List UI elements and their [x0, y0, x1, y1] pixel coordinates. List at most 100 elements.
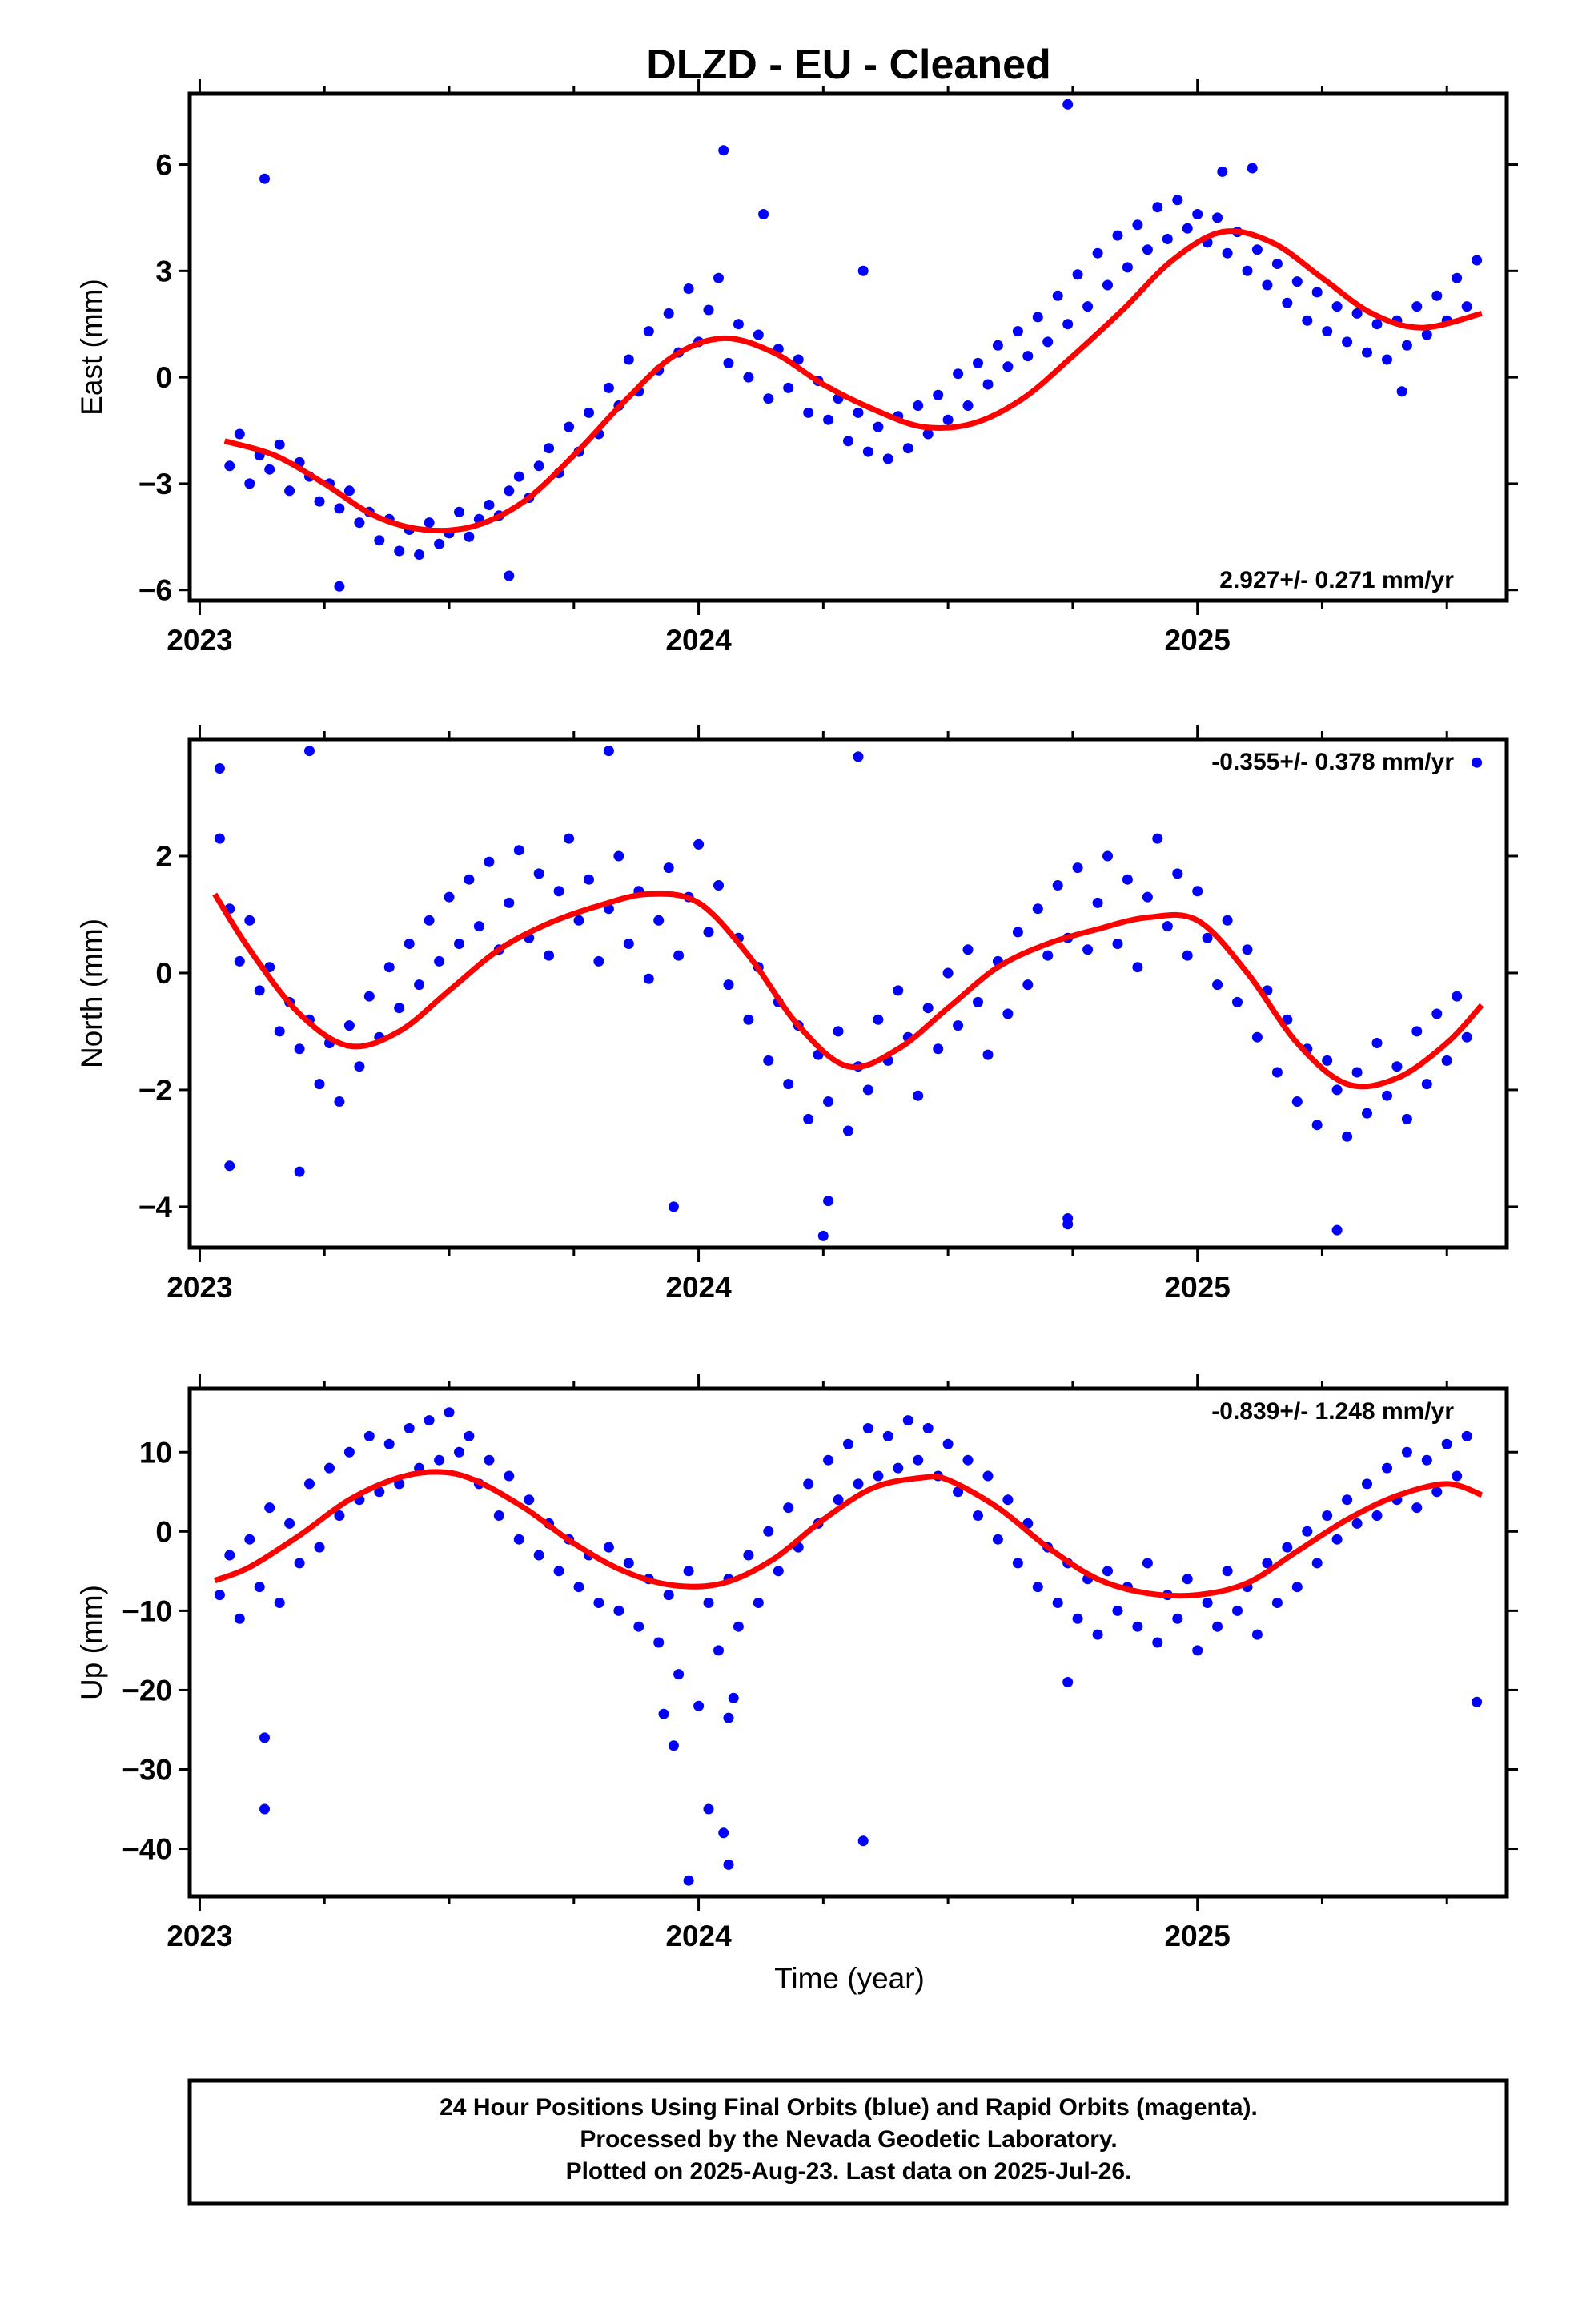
data-point: [1142, 891, 1153, 903]
data-point: [1461, 301, 1472, 312]
data-point: [1247, 163, 1258, 174]
data-point: [953, 1020, 964, 1031]
data-point: [464, 874, 475, 885]
data-point: [833, 1026, 844, 1037]
data-point: [1012, 1558, 1023, 1569]
data-point: [1351, 1518, 1363, 1529]
data-point: [902, 443, 913, 454]
data-point: [464, 531, 475, 542]
data-point: [1002, 1494, 1014, 1506]
data-point: [1032, 903, 1043, 915]
data-point: [1132, 1621, 1143, 1632]
data-point: [374, 535, 385, 546]
data-point: [823, 1196, 834, 1207]
data-point: [668, 1740, 679, 1751]
data-point: [922, 1423, 934, 1433]
data-point: [773, 1566, 784, 1577]
footer-line-2: Processed by the Nevada Geodetic Laborat…: [580, 2126, 1117, 2153]
data-point: [504, 485, 515, 497]
panel-east: −6 −3 0 3 6 2023 2024 2025 East (mm) 2.927+/- 0.2…: [75, 79, 1518, 657]
data-point: [643, 973, 654, 984]
data-point: [1331, 1224, 1343, 1236]
data-point: [793, 354, 804, 365]
data-point: [982, 1470, 994, 1482]
data-point: [1192, 1645, 1203, 1656]
data-point: [1441, 1438, 1452, 1449]
data-point: [1342, 336, 1353, 348]
data-point: [274, 439, 285, 450]
data-point: [713, 1645, 724, 1656]
data-point: [484, 856, 495, 867]
data-point: [913, 1454, 924, 1466]
data-point: [843, 1438, 853, 1449]
data-point: [573, 1582, 584, 1593]
data-point: [1052, 1598, 1063, 1608]
data-point: [1411, 1502, 1423, 1514]
data-point: [1062, 1219, 1074, 1230]
data-point: [1112, 230, 1123, 241]
data-point: [533, 868, 544, 879]
data-point: [1382, 354, 1392, 365]
plot-background: [190, 739, 1507, 1248]
data-point: [683, 1566, 694, 1577]
data-point: [484, 500, 495, 510]
data-point: [513, 845, 524, 856]
y-tick-label: −40: [122, 1833, 172, 1866]
data-point: [823, 414, 834, 425]
data-point: [259, 1732, 270, 1743]
data-point: [374, 1486, 385, 1498]
data-point: [1032, 1582, 1043, 1593]
data-point: [284, 1518, 295, 1529]
data-point: [1022, 979, 1034, 991]
data-point: [454, 1446, 464, 1458]
data-point: [873, 421, 884, 432]
data-point: [244, 1534, 255, 1545]
data-point: [1472, 757, 1483, 768]
data-point: [1262, 1558, 1273, 1569]
data-point: [1212, 212, 1223, 223]
data-point: [284, 485, 295, 497]
data-point: [1212, 979, 1223, 991]
data-point: [1371, 319, 1383, 330]
y-tick-label: −20: [122, 1674, 172, 1707]
data-point: [902, 1415, 913, 1426]
figure-title: DLZD - EU - Cleaned: [646, 42, 1051, 88]
y-tick-label: −10: [122, 1594, 172, 1627]
y-tick-label: 2: [155, 840, 172, 873]
data-point: [1062, 1677, 1074, 1687]
data-point: [1311, 287, 1323, 298]
data-point: [1461, 1430, 1472, 1441]
data-point: [982, 379, 994, 390]
data-point: [224, 1550, 235, 1561]
data-point: [693, 1700, 705, 1711]
y-tick-label: 0: [155, 1515, 172, 1548]
data-point: [1362, 1108, 1372, 1119]
data-point: [1362, 1478, 1372, 1490]
x-tick-label: 2025: [1165, 1271, 1231, 1304]
data-point: [913, 1090, 924, 1101]
rate-annotation: -0.355+/- 0.378 mm/yr: [1211, 749, 1454, 775]
data-point: [1461, 1031, 1472, 1043]
data-point: [973, 996, 983, 1007]
data-point: [1291, 1096, 1303, 1107]
x-tick-label: 2024: [665, 1271, 732, 1304]
data-point: [259, 1803, 270, 1815]
data-point: [1242, 265, 1253, 276]
data-point: [1382, 1462, 1392, 1474]
data-point: [383, 1438, 395, 1449]
data-point: [922, 428, 934, 440]
data-point: [1152, 833, 1163, 844]
y-tick-label: 10: [139, 1436, 172, 1469]
data-point: [414, 549, 425, 560]
data-point: [833, 1494, 844, 1506]
data-point: [668, 1201, 679, 1212]
data-point: [1441, 1055, 1452, 1066]
y-tick-label: −2: [139, 1074, 172, 1107]
data-point: [1002, 1008, 1014, 1019]
data-point: [1102, 850, 1113, 862]
data-point: [1172, 195, 1183, 206]
data-point: [1112, 939, 1123, 949]
data-point: [343, 1446, 355, 1458]
data-point: [1182, 223, 1193, 234]
